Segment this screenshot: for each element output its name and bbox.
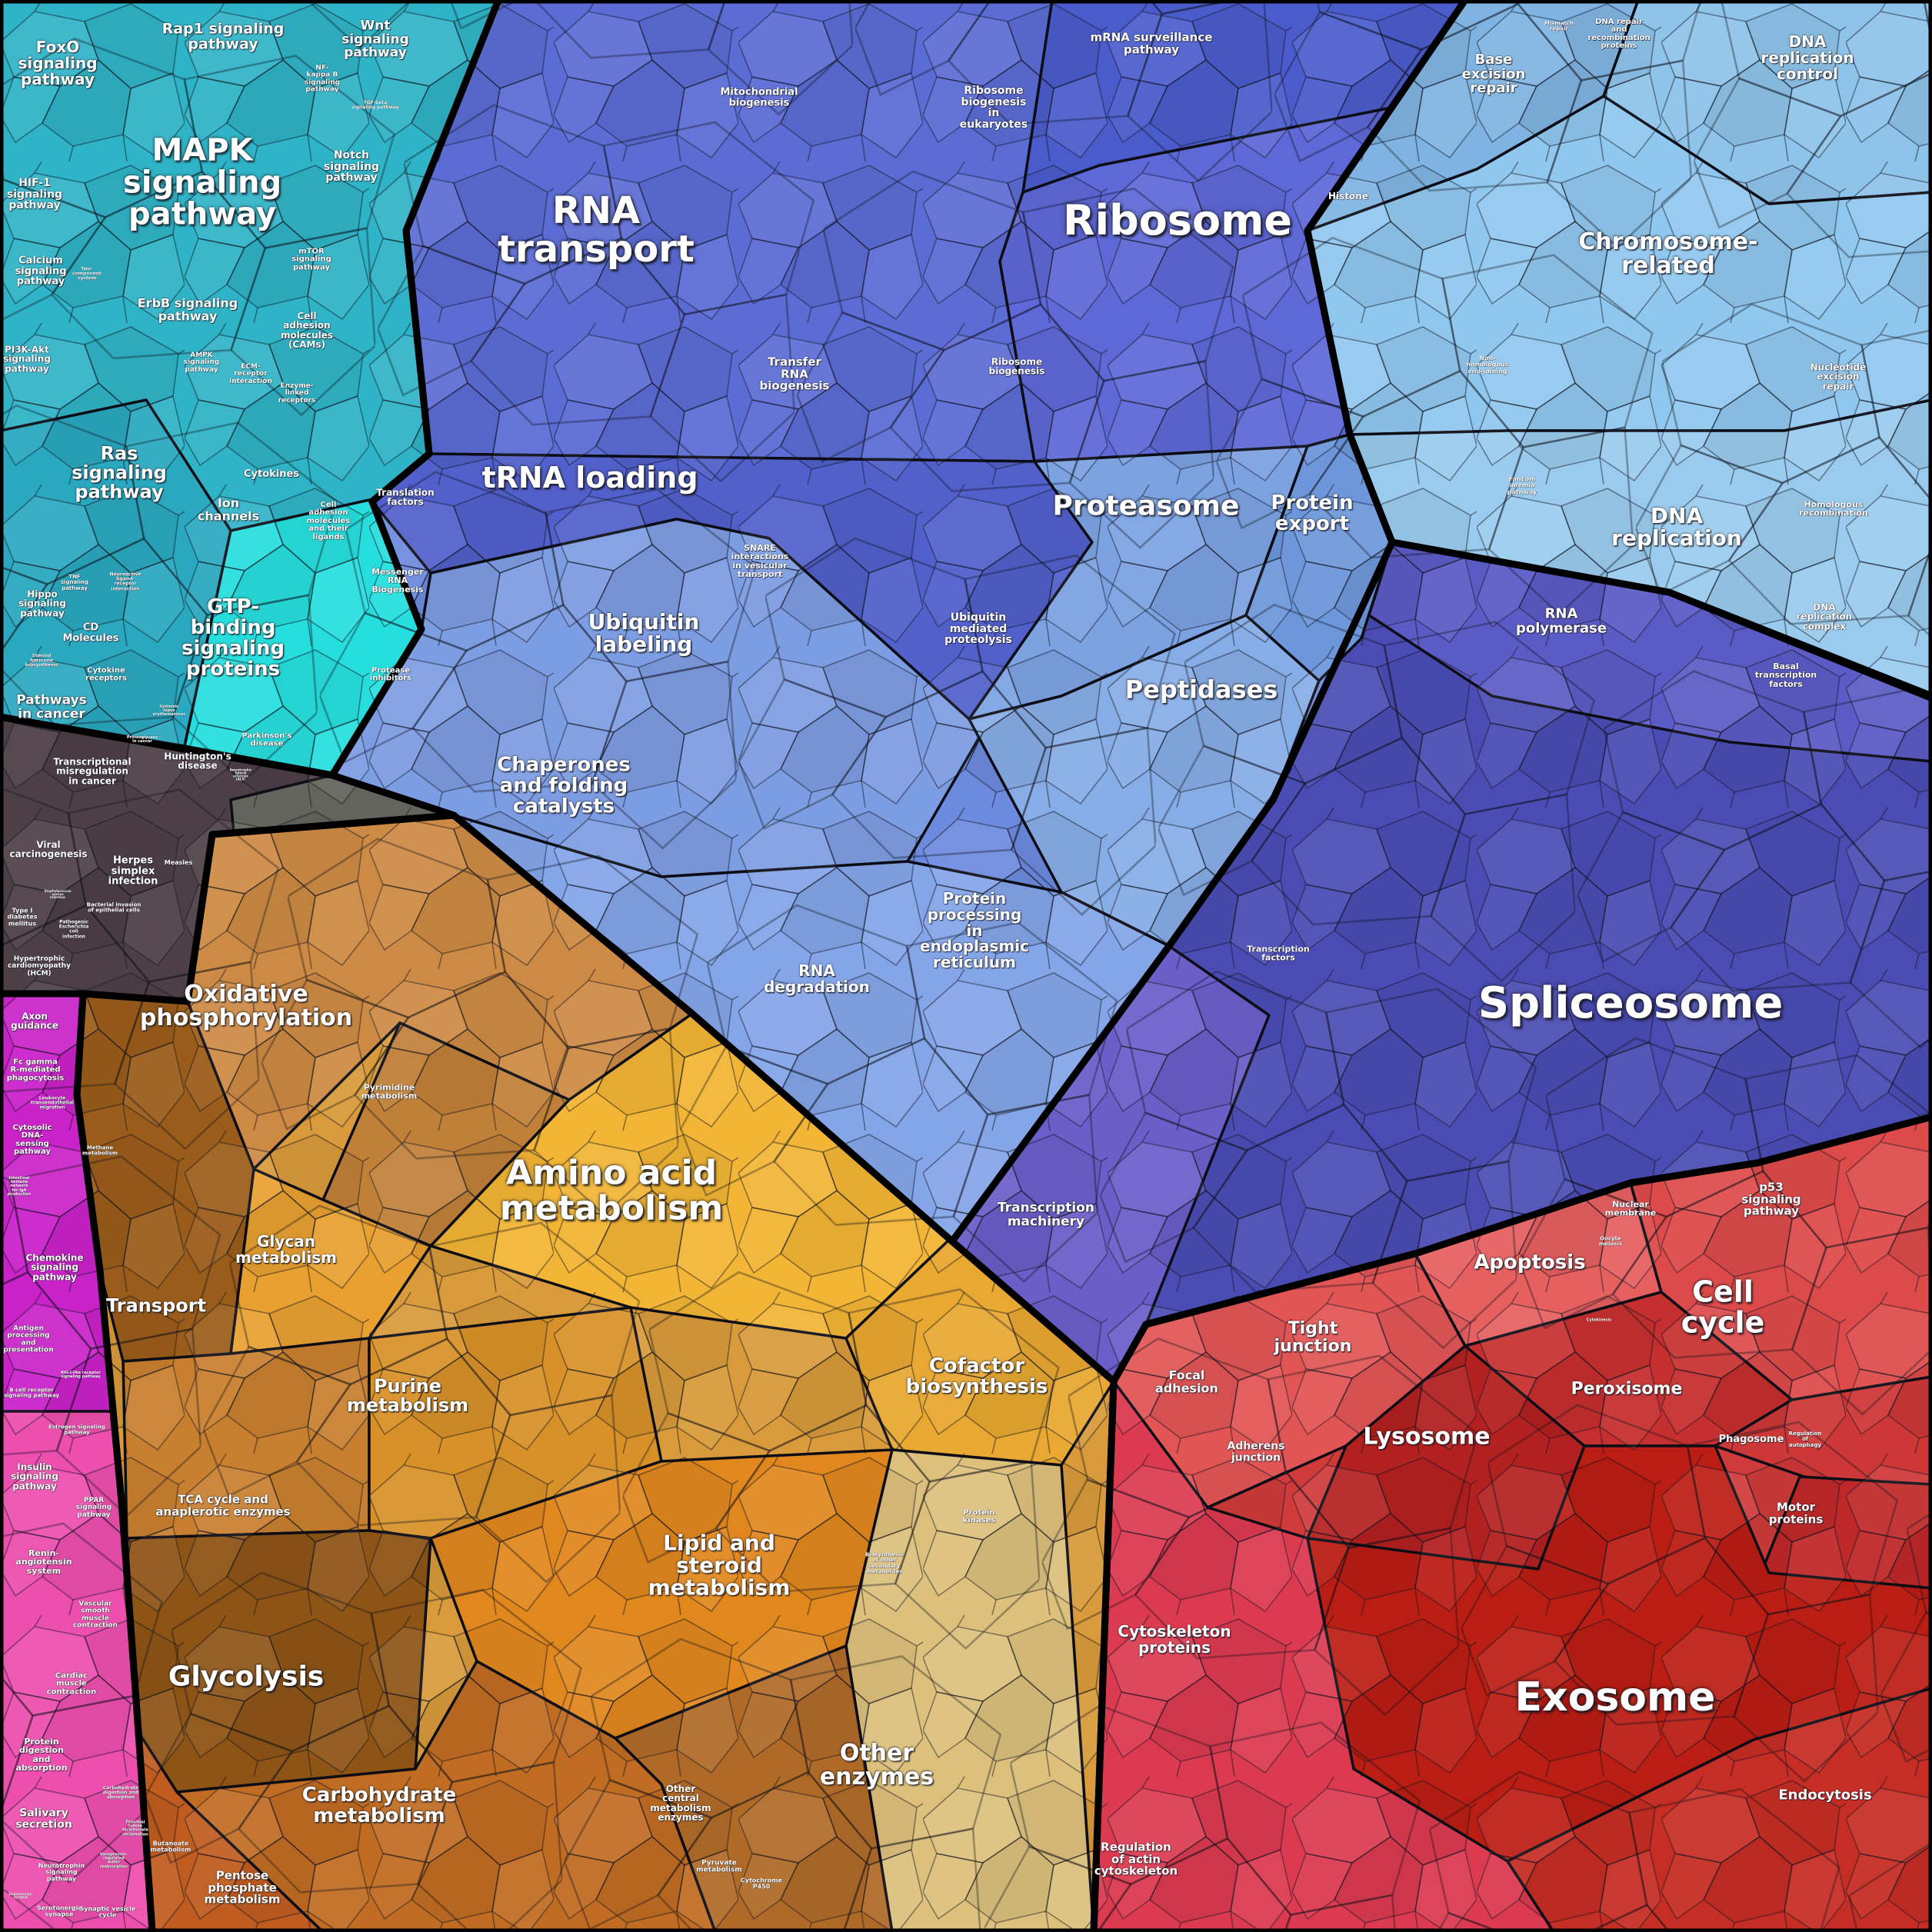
outline-cellular [1090, 1113, 1932, 1932]
